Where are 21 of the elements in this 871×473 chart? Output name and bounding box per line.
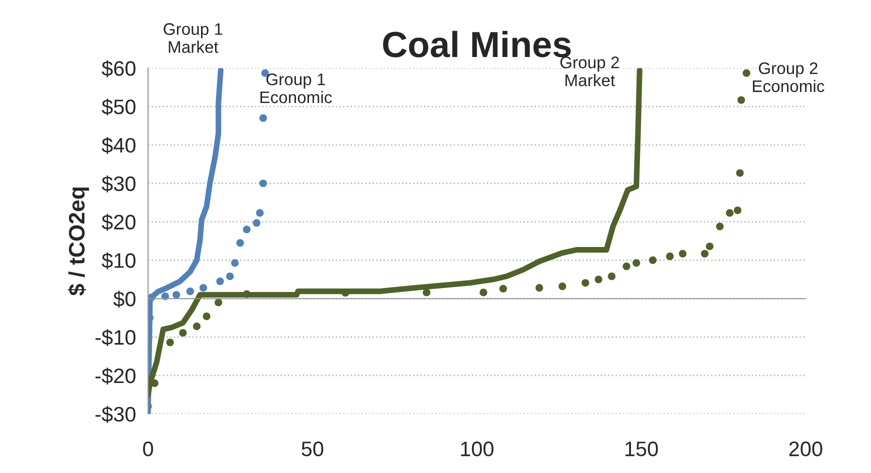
y-tick-label: -$30 <box>95 406 136 423</box>
y-tick-label: $60 <box>102 60 136 78</box>
x-tick-label: 0 <box>143 442 154 456</box>
y-axis-title: $ / tCO2eq <box>68 188 90 296</box>
chart-title: Coal Mines <box>383 30 571 58</box>
y-tick-label: $50 <box>102 98 136 116</box>
y-tick-label: $0 <box>113 290 136 308</box>
series-label: Group 1 Economic <box>260 73 332 104</box>
series-label: Group 2 Market <box>560 56 619 86</box>
x-tick-label: 100 <box>461 442 494 456</box>
series-label: Group 1 Market <box>164 23 222 53</box>
y-tick-label: $10 <box>102 252 136 270</box>
y-tick-label: -$10 <box>95 329 136 346</box>
x-tick-label: 200 <box>789 442 822 456</box>
y-tick-label: $40 <box>102 137 136 154</box>
x-tick-label: 50 <box>302 442 324 456</box>
y-tick-label: $20 <box>102 214 136 231</box>
x-tick-label: 150 <box>625 442 658 456</box>
y-tick-label: $30 <box>102 175 136 192</box>
series-label: Group 2 Economic <box>752 62 824 92</box>
y-tick-label: -$20 <box>95 368 136 384</box>
